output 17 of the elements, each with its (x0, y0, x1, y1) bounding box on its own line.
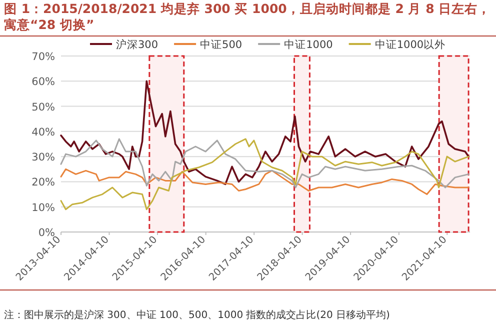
line-series (60, 80, 470, 186)
y-tick-label: 60% (32, 76, 56, 88)
y-tick-label: 30% (32, 152, 56, 164)
text: 注：图中展示的是沪深 300、中证 100、500、1000 指数的成交占比(20 日移动平均) (4, 308, 391, 322)
legend-label: 中证1000以外 (374, 38, 446, 51)
line-series (60, 138, 470, 188)
y-tick-label: 40% (32, 126, 56, 138)
legend-label: 中证1000 (284, 38, 333, 51)
legend-label: 中证500 (200, 38, 242, 51)
title: 图 1：2015/2018/2021 均是弃 300 买 1000，且启动时间都是 2 月 8 日左右，寓意“28 切换” (4, 1, 492, 33)
y-tick-label: 70% (32, 51, 56, 63)
line-series (60, 138, 470, 210)
y-tick-label: 10% (32, 202, 56, 214)
y-tick-label: 20% (32, 176, 56, 189)
legend-label: 沪深300 (116, 38, 158, 51)
line-series (60, 168, 470, 196)
y-tick-label: 50% (32, 101, 56, 114)
